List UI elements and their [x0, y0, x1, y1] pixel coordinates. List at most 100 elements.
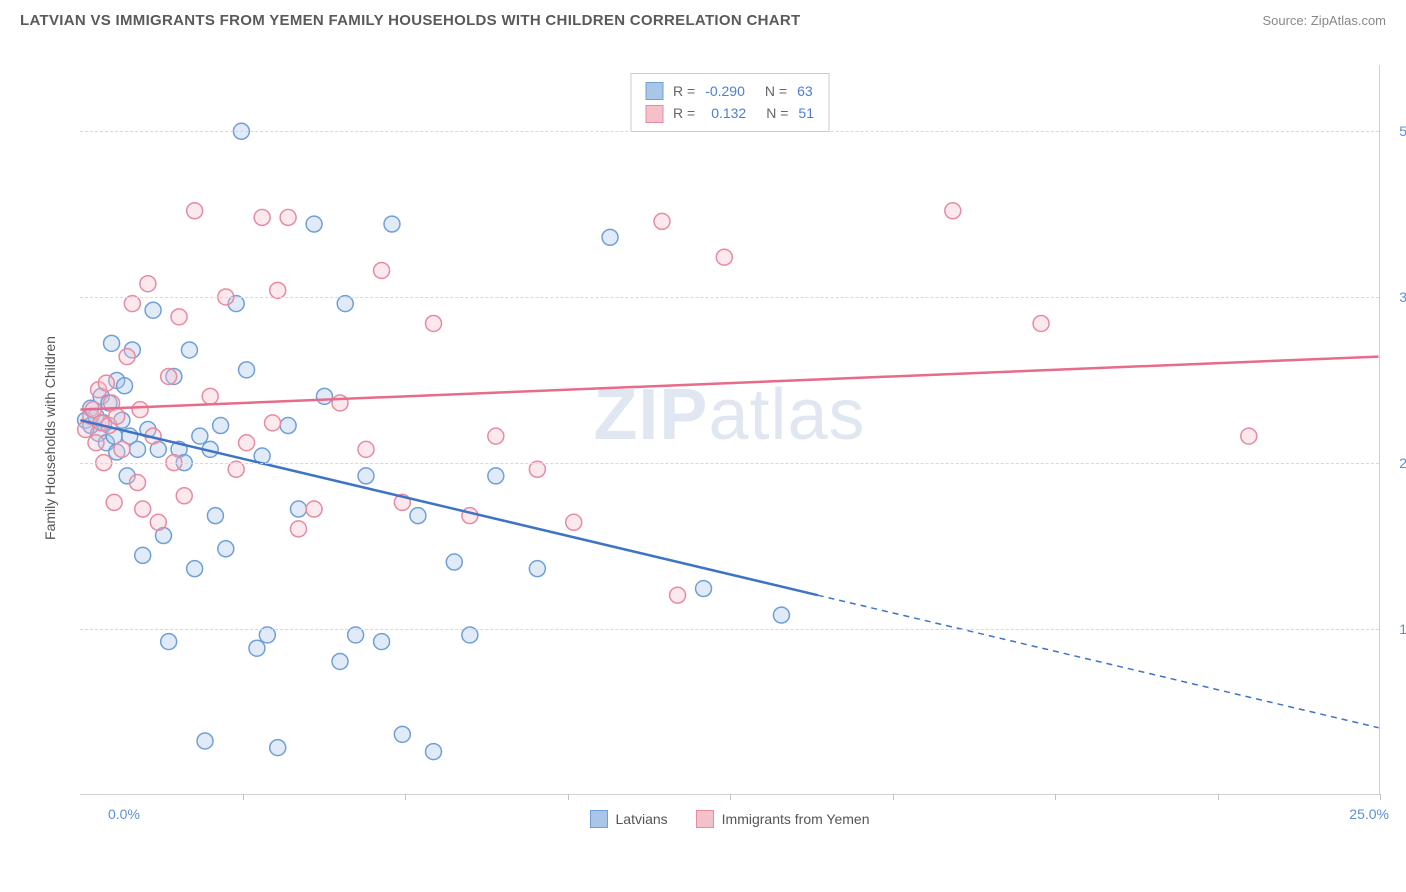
scatter-point [171, 309, 187, 325]
scatter-point [488, 428, 504, 444]
scatter-point [135, 547, 151, 563]
scatter-point [119, 349, 135, 365]
scatter-point [529, 561, 545, 577]
scatter-point [218, 541, 234, 557]
x-tick [243, 794, 244, 800]
legend-label-yemen: Immigrants from Yemen [722, 811, 870, 827]
scatter-point [106, 494, 122, 510]
scatter-point [270, 740, 286, 756]
scatter-point [602, 229, 618, 245]
scatter-point [384, 216, 400, 232]
scatter-point [176, 488, 192, 504]
scatter-point [358, 441, 374, 457]
trend-line [80, 357, 1378, 410]
legend-item-latvians: Latvians [590, 810, 668, 828]
scatter-point [132, 402, 148, 418]
r-label: R = [673, 102, 695, 124]
x-origin-label: 0.0% [108, 806, 140, 822]
scatter-point [566, 514, 582, 530]
r-value-latvians: -0.290 [705, 80, 745, 102]
scatter-point [98, 375, 114, 391]
scatter-point [265, 415, 281, 431]
scatter-point [207, 508, 223, 524]
scatter-point [696, 581, 712, 597]
scatter-point [145, 302, 161, 318]
n-label: N = [765, 80, 787, 102]
x-end-label: 25.0% [1349, 806, 1389, 822]
y-tick-label: 12.5% [1389, 621, 1406, 637]
legend-item-yemen: Immigrants from Yemen [696, 810, 870, 828]
scatter-point [109, 408, 125, 424]
scatter-point [114, 441, 130, 457]
y-tick-label: 50.0% [1389, 123, 1406, 139]
scatter-point [130, 475, 146, 491]
y-tick-label: 37.5% [1389, 289, 1406, 305]
scatter-point [197, 733, 213, 749]
scatter-point [1033, 315, 1049, 331]
r-label: R = [673, 80, 695, 102]
legend-swatch-blue [645, 82, 663, 100]
legend-swatch-pink [645, 105, 663, 123]
scatter-point [161, 634, 177, 650]
scatter-point [332, 653, 348, 669]
scatter-point [394, 726, 410, 742]
scatter-point [130, 441, 146, 457]
scatter-point [670, 587, 686, 603]
n-label: N = [766, 102, 788, 124]
legend-row-latvians: R = -0.290 N = 63 [645, 80, 814, 102]
legend-swatch-pink [696, 810, 714, 828]
scatter-point [161, 368, 177, 384]
scatter-point [426, 315, 442, 331]
r-value-yemen: 0.132 [711, 102, 746, 124]
scatter-point [316, 388, 332, 404]
x-tick [1218, 794, 1219, 800]
scatter-point [306, 216, 322, 232]
scatter-point [239, 362, 255, 378]
gridline-h [80, 463, 1379, 464]
scatter-point [187, 203, 203, 219]
chart-title: LATVIAN VS IMMIGRANTS FROM YEMEN FAMILY … [20, 12, 800, 29]
scatter-point [306, 501, 322, 517]
scatter-point [202, 388, 218, 404]
scatter-point [716, 249, 732, 265]
legend-row-yemen: R = 0.132 N = 51 [645, 102, 814, 124]
n-value-latvians: 63 [797, 80, 813, 102]
scatter-point [239, 435, 255, 451]
scatter-point [291, 501, 307, 517]
scatter-point [140, 276, 156, 292]
scatter-point [280, 418, 296, 434]
scatter-point [192, 428, 208, 444]
scatter-point [374, 262, 390, 278]
scatter-point [104, 335, 120, 351]
y-axis-label: Family Households with Children [42, 336, 58, 540]
y-tick-label: 25.0% [1389, 455, 1406, 471]
scatter-point [213, 418, 229, 434]
scatter-point [773, 607, 789, 623]
gridline-h [80, 297, 1379, 298]
scatter-point [249, 640, 265, 656]
scatter-point [654, 213, 670, 229]
scatter-point [117, 378, 133, 394]
x-tick [405, 794, 406, 800]
legend-series: Latvians Immigrants from Yemen [590, 810, 870, 828]
scatter-point [88, 435, 104, 451]
scatter-point [254, 209, 270, 225]
scatter-point [187, 561, 203, 577]
legend-swatch-blue [590, 810, 608, 828]
x-tick [568, 794, 569, 800]
scatter-plot-svg [80, 65, 1379, 794]
chart-container: Family Households with Children ZIPatlas… [50, 55, 1390, 835]
scatter-point [181, 342, 197, 358]
source-attribution: Source: ZipAtlas.com [1262, 13, 1386, 28]
scatter-point [1241, 428, 1257, 444]
scatter-point [280, 209, 296, 225]
plot-area: Family Households with Children ZIPatlas… [80, 65, 1380, 795]
trend-line-extrapolated [818, 595, 1379, 728]
x-tick [1055, 794, 1056, 800]
scatter-point [410, 508, 426, 524]
scatter-point [358, 468, 374, 484]
n-value-yemen: 51 [798, 102, 814, 124]
scatter-point [374, 634, 390, 650]
scatter-point [332, 395, 348, 411]
legend-label-latvians: Latvians [616, 811, 668, 827]
